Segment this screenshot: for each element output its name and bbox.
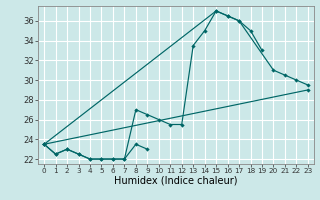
X-axis label: Humidex (Indice chaleur): Humidex (Indice chaleur): [114, 176, 238, 186]
